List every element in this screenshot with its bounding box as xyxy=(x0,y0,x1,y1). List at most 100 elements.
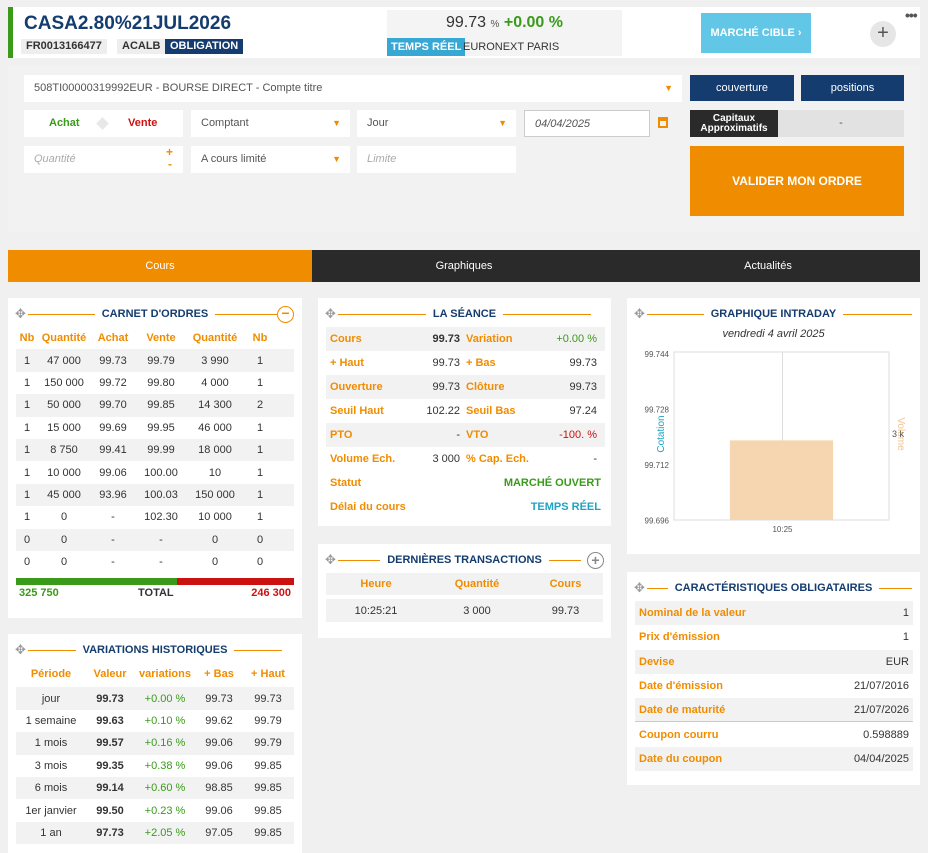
validity-select[interactable]: Jour ▼ xyxy=(357,110,516,137)
table-cell: 1 semaine xyxy=(25,714,77,727)
table-row: 1 47 000 99.73 99.79 3 990 1 xyxy=(16,349,294,372)
tab-cours[interactable]: Cours xyxy=(8,250,312,282)
move-icon[interactable]: ✥ xyxy=(325,306,336,321)
table-cell: 0 xyxy=(23,556,31,569)
column-header: Nb xyxy=(252,332,268,345)
table-cell: 1 xyxy=(23,466,31,479)
y-tick-label: 99.728 xyxy=(645,405,670,414)
delay-value: TEMPS RÉEL xyxy=(530,501,601,513)
table-row: 6 mois 99.14 +0.60 % 98.85 99.85 xyxy=(16,776,294,800)
table-cell: 1 xyxy=(23,376,31,389)
session-row: Volume Ech. 3 000 % Cap. Ech. - xyxy=(326,447,605,471)
table-cell: +0.60 % xyxy=(144,782,186,795)
table-row: 1 an 97.73 +2.05 % 97.05 99.85 xyxy=(16,821,294,845)
session-label: VTO xyxy=(466,429,489,441)
expand-icon[interactable]: + xyxy=(587,552,604,569)
collapse-icon[interactable]: − xyxy=(277,306,294,323)
table-cell: 0 xyxy=(60,533,68,546)
chart-bars xyxy=(729,440,834,520)
sell-option[interactable]: Vente xyxy=(128,117,158,129)
table-cell: 1 xyxy=(23,421,31,434)
positions-button[interactable]: positions xyxy=(801,75,904,101)
table-row: 1 0 - 102.30 10 000 1 xyxy=(16,506,294,528)
delay-label: Délai du cours xyxy=(330,501,406,513)
characteristic-row: Date du coupon 04/04/2025 xyxy=(635,746,913,771)
book-buy-fill xyxy=(16,578,178,585)
table-cell: 99.80 xyxy=(147,376,175,389)
caret-down-icon: ▼ xyxy=(498,118,507,128)
quantity-input[interactable]: Quantité + - xyxy=(24,145,183,173)
move-icon[interactable]: ✥ xyxy=(634,580,645,595)
order-type-select[interactable]: A cours limité ▼ xyxy=(191,146,350,173)
move-icon[interactable]: ✥ xyxy=(325,552,336,567)
table-cell: 4 000 xyxy=(201,376,229,389)
y-axis-label: Cotation xyxy=(656,415,667,452)
move-icon[interactable]: ✥ xyxy=(15,306,26,321)
table-cell: 99.06 xyxy=(205,759,233,772)
column-header: + Haut xyxy=(251,668,285,681)
intraday-chart-panel: ✥ GRAPHIQUE INTRADAY vendredi 4 avril 20… xyxy=(627,298,920,554)
account-value: 508TI00000319992EUR - BOURSE DIRECT - Co… xyxy=(34,82,323,94)
tab-graphiques[interactable]: Graphiques xyxy=(312,250,616,282)
table-row: 0 0 - - 0 0 xyxy=(16,551,294,573)
session-value: +0.00 % xyxy=(556,333,597,345)
payment-select[interactable]: Comptant ▼ xyxy=(191,110,350,137)
table-cell: 99.73 xyxy=(99,354,127,367)
limit-placeholder: Limite xyxy=(367,153,397,165)
column-header: Quantité xyxy=(41,332,87,345)
panel-title: CARACTÉRISTIQUES OBLIGATAIRES xyxy=(627,580,920,596)
table-cell: 100.03 xyxy=(144,488,178,501)
bond-characteristics-panel: ✥ CARACTÉRISTIQUES OBLIGATAIRES Nominal … xyxy=(627,572,920,785)
table-cell: 6 mois xyxy=(34,782,68,795)
table-cell: 99.73 xyxy=(96,692,124,705)
session-value: 97.24 xyxy=(569,405,597,417)
tab-actualites[interactable]: Actualités xyxy=(616,250,920,282)
chart-x-ticks: 10:25 xyxy=(772,525,793,534)
account-select[interactable]: 508TI00000319992EUR - BOURSE DIRECT - Co… xyxy=(24,75,682,102)
quantity-placeholder: Quantité xyxy=(34,153,76,165)
session-label: Variation xyxy=(466,333,513,345)
table-row: 1 semaine 99.63 +0.10 % 99.62 99.79 xyxy=(16,710,294,732)
y2-axis-label: Volume xyxy=(895,417,906,451)
more-options-icon[interactable]: ••• xyxy=(905,7,918,23)
table-cell: 1 xyxy=(256,444,264,457)
total-sell: 246 300 xyxy=(251,587,291,599)
session-value: -100. % xyxy=(559,429,597,441)
table-cell: 1 mois xyxy=(34,737,68,750)
move-icon[interactable]: ✥ xyxy=(15,642,26,657)
characteristic-value: 21/07/2026 xyxy=(853,704,909,717)
buy-option[interactable]: Achat xyxy=(49,117,80,129)
minus-icon[interactable]: - xyxy=(168,157,172,171)
panel-title: DERNIÈRES TRANSACTIONS xyxy=(318,552,611,568)
chart-y-ticks: 99.744 99.728 99.712 99.696 xyxy=(645,350,670,525)
target-market-button[interactable]: MARCHÉ CIBLE › xyxy=(701,13,811,53)
y-tick-label: 99.744 xyxy=(645,350,670,359)
characteristic-value: EUR xyxy=(885,655,909,668)
y-tick-label: 99.712 xyxy=(645,461,670,470)
characteristic-label: Prix d'émission xyxy=(639,631,720,644)
characteristic-value: 0.598889 xyxy=(863,728,909,741)
limit-input[interactable]: Limite xyxy=(357,146,516,173)
couverture-button[interactable]: couverture xyxy=(690,75,794,101)
session-panel: ✥ LA SÉANCE Cours 99.73 Variation +0.00 % + … xyxy=(318,298,611,526)
date-input[interactable]: 04/04/2025 xyxy=(524,110,650,137)
column-header: Période xyxy=(30,668,72,681)
capitaux-box: Capitaux Approximatifs - xyxy=(690,110,904,137)
plus-icon[interactable]: + xyxy=(165,145,173,159)
panel-title: LA SÉANCE xyxy=(318,306,611,322)
session-label: + Haut xyxy=(330,357,364,369)
add-icon[interactable]: + xyxy=(870,21,896,47)
table-cell: 1 xyxy=(256,511,264,524)
caret-down-icon: ▼ xyxy=(664,83,673,93)
validate-order-button[interactable]: VALIDER MON ORDRE xyxy=(690,146,904,216)
session-label: Ouverture xyxy=(330,381,383,393)
move-icon[interactable]: ✥ xyxy=(634,306,645,321)
table-cell: 2 xyxy=(256,399,264,412)
table-cell: 0 xyxy=(60,511,68,524)
calendar-icon[interactable] xyxy=(658,117,668,128)
session-status-row: Statut MARCHÉ OUVERT xyxy=(326,471,605,495)
panel-title: CARNET D'ORDRES xyxy=(8,306,302,322)
ticker-tag: ACALB xyxy=(117,39,166,54)
table-cell: 99.85 xyxy=(147,399,175,412)
characteristic-row: Date de maturité 21/07/2026 xyxy=(635,698,913,723)
